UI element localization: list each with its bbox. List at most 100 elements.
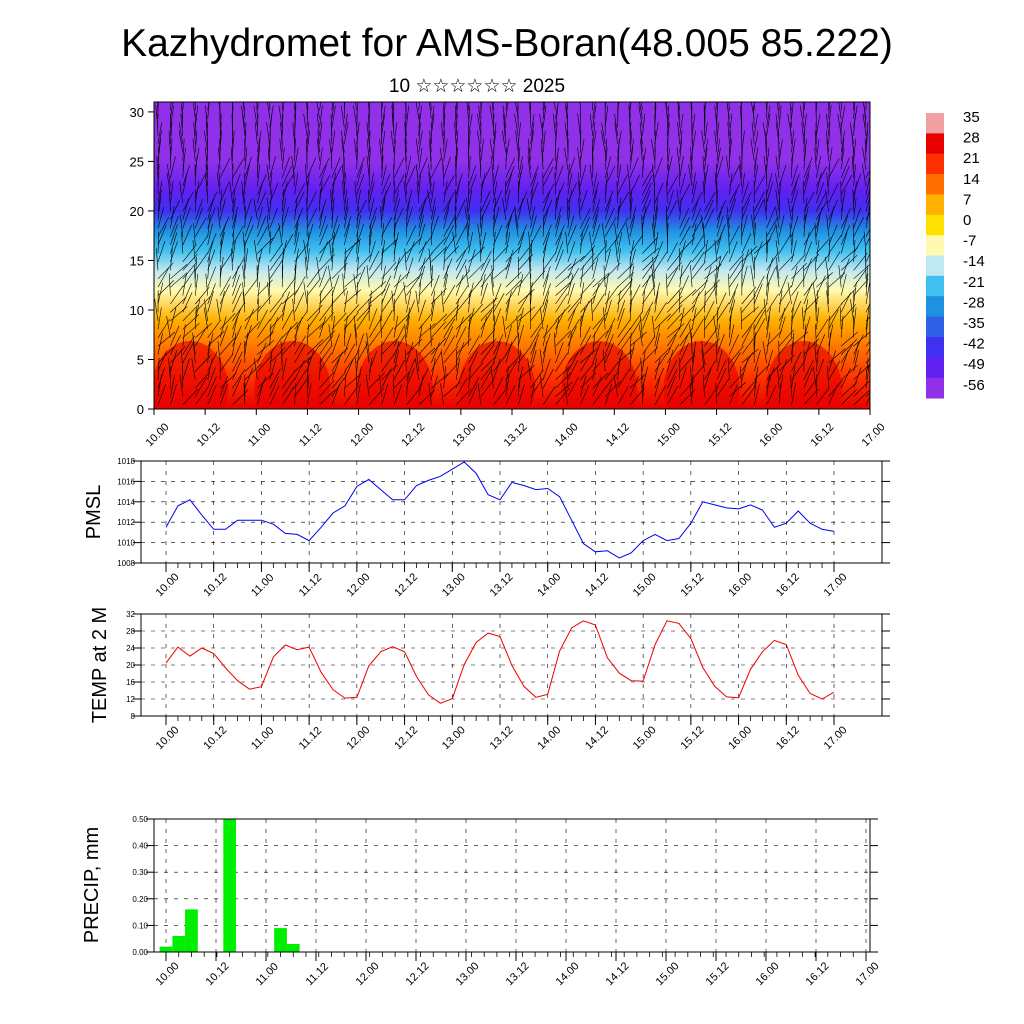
temperature-panel: 10.00 10.12 11.00 11.12 12.00 12.12 13.00 13.12…	[89, 607, 890, 752]
x-tick-label: 15.12	[678, 571, 706, 599]
wind-barb	[418, 282, 421, 305]
wind-barb	[716, 199, 727, 220]
wind-barb	[253, 105, 258, 128]
wind-barb	[317, 130, 320, 153]
wind-barb	[217, 164, 221, 187]
wind-barb	[617, 231, 623, 254]
wind-barb	[218, 102, 221, 111]
wind-barb	[567, 215, 575, 237]
wind-barb	[741, 326, 752, 347]
wind-barb	[865, 122, 869, 145]
wind-barb	[404, 122, 407, 145]
wind-barb	[294, 138, 296, 161]
wind-barb	[368, 189, 370, 212]
wind-barb	[641, 374, 643, 397]
wind-barb	[505, 189, 511, 212]
wind-barb	[654, 358, 661, 380]
wind-barb	[317, 138, 320, 161]
wind-barb	[667, 156, 673, 178]
wind-barb	[542, 102, 544, 111]
wind-barb	[555, 122, 558, 145]
wind-barb	[366, 265, 370, 288]
wind-barb	[195, 371, 211, 389]
wind-barb	[567, 156, 576, 178]
wind-barb	[230, 147, 233, 170]
wind-barb	[741, 130, 745, 153]
wind-barb	[828, 360, 841, 380]
wind-barb	[266, 197, 271, 220]
wind-barb	[182, 172, 188, 195]
wind-barb	[316, 102, 320, 119]
wind-barb	[195, 217, 207, 237]
wind-barb	[344, 374, 347, 397]
wind-barb	[665, 273, 668, 296]
wind-barb	[232, 332, 237, 355]
precip-bar	[159, 946, 173, 952]
x-tick-label: 12.12	[404, 960, 432, 988]
wind-barb	[344, 359, 354, 380]
wind-barb	[578, 172, 581, 195]
wind-barb	[443, 258, 453, 279]
wind-barb	[480, 139, 484, 161]
wind-barb	[667, 190, 674, 212]
wind-barb	[840, 175, 853, 195]
wind-barb	[542, 183, 555, 204]
wind-barb	[629, 174, 641, 195]
wind-barb	[763, 197, 767, 220]
wind-barb	[157, 217, 169, 237]
wind-barb	[157, 267, 169, 288]
wind-barb	[802, 102, 805, 119]
wind-barb	[393, 138, 396, 161]
wind-barb	[406, 165, 416, 187]
wind-barb	[614, 223, 618, 246]
wind-barb	[828, 224, 838, 246]
wind-barb	[331, 333, 340, 355]
wind-barb	[778, 165, 787, 187]
wind-barb	[195, 273, 199, 296]
wind-barb	[567, 308, 576, 330]
wind-barb	[778, 215, 785, 237]
wind-barb	[778, 181, 781, 204]
wind-barb	[170, 102, 172, 111]
wind-barb	[267, 282, 271, 305]
wind-barb	[602, 223, 606, 246]
wind-barb	[232, 292, 242, 313]
wind-barb	[381, 293, 394, 313]
wind-barb	[181, 231, 184, 254]
x-tick-label: 15.12	[706, 421, 734, 449]
wind-barb	[542, 386, 556, 406]
wind-barb	[564, 383, 569, 406]
wind-barb	[679, 130, 683, 153]
wind-barb	[691, 113, 696, 136]
wind-barb	[268, 138, 271, 161]
wind-barb	[816, 349, 819, 372]
wind-barb	[853, 164, 856, 187]
pmsl-grid	[141, 460, 882, 564]
wind-barb	[242, 231, 246, 254]
wind-barb	[828, 235, 842, 254]
wind-barb	[777, 366, 780, 389]
wind-barb	[542, 299, 549, 321]
wind-barb	[729, 268, 743, 288]
wind-barb	[555, 372, 572, 389]
wind-barb	[306, 322, 324, 338]
x-tick-label: 13.12	[488, 571, 516, 599]
wind-barb	[589, 231, 593, 254]
wind-barb	[241, 181, 246, 204]
y-tick-label: 1018	[117, 457, 135, 466]
wind-barb	[281, 321, 298, 338]
wind-barb	[667, 334, 677, 355]
wind-barb	[493, 190, 502, 212]
wind-barb	[455, 377, 468, 397]
wind-barb	[205, 273, 208, 296]
wind-barb	[604, 102, 606, 111]
wind-barb	[381, 155, 384, 178]
wind-barb	[838, 265, 842, 288]
wind-barb	[604, 198, 612, 220]
wind-barb	[679, 275, 689, 296]
wind-barb	[331, 224, 340, 246]
wind-barb	[306, 374, 310, 397]
wind-barb	[219, 284, 230, 305]
wind-barb	[592, 224, 601, 246]
wind-barb	[232, 189, 235, 212]
